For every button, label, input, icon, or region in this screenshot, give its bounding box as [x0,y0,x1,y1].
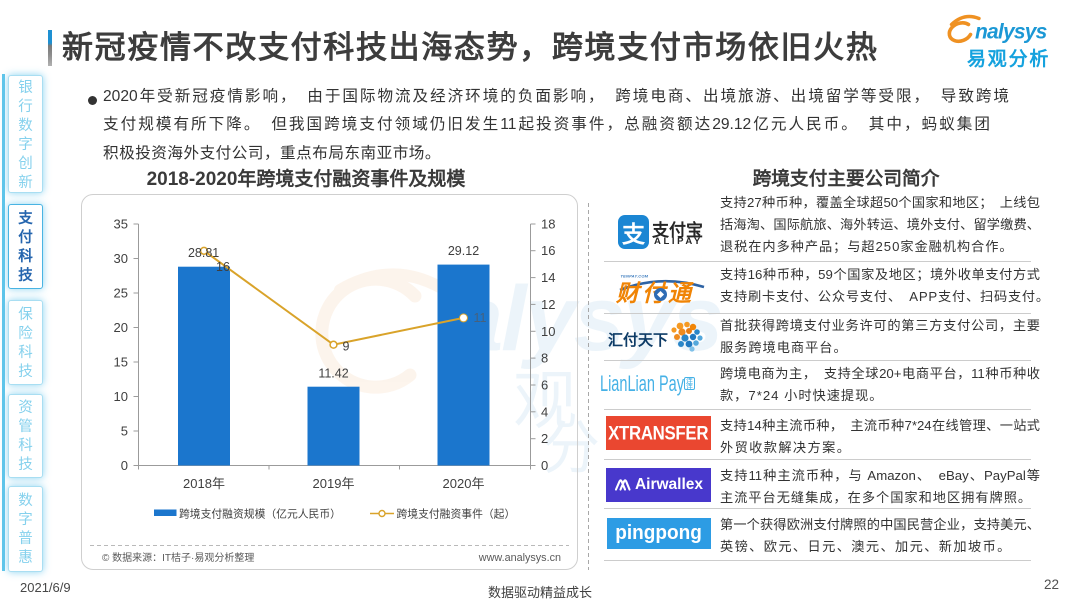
svg-text:nalysys: nalysys [975,21,1047,44]
svg-text:30: 30 [114,251,128,266]
svg-text:11: 11 [474,311,487,325]
svg-text:alysys: alysys [452,268,721,370]
svg-text:TENPAY.COM: TENPAY.COM [621,274,649,279]
svg-text:28.81: 28.81 [188,246,219,260]
svg-text:5: 5 [121,424,128,439]
svg-text:财付通: 财付通 [616,280,695,306]
svg-text:35: 35 [114,217,128,232]
svg-text:25: 25 [114,286,128,301]
svg-text:0: 0 [121,458,128,473]
svg-text:0: 0 [541,458,548,473]
svg-text:跨境支付融资规模（亿元人民币）: 跨境支付融资规模（亿元人民币） [179,507,341,521]
svg-text:10: 10 [114,389,128,404]
svg-text:2018年: 2018年 [183,476,225,491]
svg-text:16: 16 [216,260,230,274]
svg-text:2019年: 2019年 [313,476,355,491]
svg-text:观: 观 [513,365,577,437]
svg-text:分: 分 [542,416,600,481]
svg-text:14: 14 [541,270,555,285]
svg-text:易观分析: 易观分析 [967,47,1050,70]
svg-text:2020年: 2020年 [443,476,485,491]
svg-text:16: 16 [541,243,555,258]
svg-text:跨境支付融资事件（起）: 跨境支付融资事件（起） [397,507,516,521]
svg-text:10: 10 [541,324,555,339]
svg-text:© 数据来源：IT桔子·易观分析整理: © 数据来源：IT桔子·易观分析整理 [102,551,254,564]
svg-text:12: 12 [541,297,555,312]
svg-text:18: 18 [541,217,555,232]
svg-text:6: 6 [541,378,548,393]
svg-text:20: 20 [114,320,128,335]
svg-text:8: 8 [541,351,548,366]
svg-text:4: 4 [541,404,548,419]
svg-text:11.42: 11.42 [318,367,348,381]
svg-text:9: 9 [343,340,350,354]
svg-text:2: 2 [541,431,548,446]
svg-text:29.12: 29.12 [448,244,479,258]
svg-text:15: 15 [114,355,128,370]
svg-text:www.analysys.cn: www.analysys.cn [478,552,561,564]
